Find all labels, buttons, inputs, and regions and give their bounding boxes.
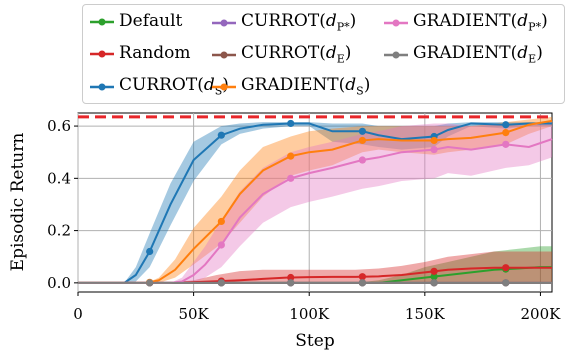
legend-swatch-gradient-p bbox=[384, 19, 408, 27]
band-gradient-d-p bbox=[78, 120, 552, 283]
legend-label-currot-p: CURROT(dP*) bbox=[241, 11, 357, 34]
marker-gradient-d-p bbox=[217, 241, 225, 249]
axis-ticks: 0 50K 100K 150K 200K 0.0 0.2 0.4 0.6 bbox=[47, 117, 561, 323]
marker-gradient-d-e bbox=[502, 279, 510, 287]
legend-label-gradient-s: GRADIENT(dS) bbox=[241, 75, 371, 98]
x-tick-label: 150K bbox=[405, 305, 446, 323]
marker-gradient-d-s bbox=[217, 217, 225, 226]
legend-item-gradient-s: GRADIENT(dS) bbox=[211, 75, 371, 98]
legend-item-currot-e: CURROT(dE) bbox=[211, 43, 352, 66]
legend-label-gradient-e: GRADIENT(dE) bbox=[413, 43, 543, 66]
band-gradient-d-s bbox=[78, 116, 552, 283]
legend-item-currot-s: CURROT(dS) bbox=[89, 76, 229, 96]
marker-currot-d-s bbox=[502, 121, 510, 129]
marker-gradient-d-s bbox=[358, 136, 366, 145]
legend-swatch-currot-e bbox=[212, 51, 236, 59]
marker-currot-d-s bbox=[287, 119, 295, 128]
legend-label-random: Random bbox=[119, 43, 191, 63]
series-lines bbox=[78, 119, 553, 284]
legend-swatch-currot-p bbox=[212, 19, 236, 27]
legend-swatch-gradient-s bbox=[212, 83, 236, 91]
legend-item-gradient-p: GRADIENT(dP*) bbox=[383, 11, 548, 34]
marker-currot-d-s bbox=[217, 131, 225, 139]
legend-item-currot-p: CURROT(dP*) bbox=[211, 11, 357, 34]
x-tick-label: 50K bbox=[178, 305, 209, 323]
marker-currot-d-s bbox=[146, 247, 154, 256]
marker-gradient-d-e bbox=[146, 279, 154, 287]
y-tick-label: 0.4 bbox=[47, 169, 71, 187]
y-axis-label: Episodic Return bbox=[8, 133, 28, 272]
y-tick-label: 0.6 bbox=[47, 117, 71, 135]
marker-gradient-d-e bbox=[287, 279, 295, 287]
legend-item-random: Random bbox=[89, 45, 191, 62]
marker-gradient-d-s bbox=[430, 136, 438, 145]
legend-item-gradient-e: GRADIENT(dE) bbox=[383, 43, 543, 66]
marker-gradient-d-s bbox=[287, 152, 295, 160]
confidence-bands bbox=[78, 116, 552, 283]
legend-item-default: Default bbox=[89, 13, 182, 30]
x-tick-label: 0 bbox=[73, 305, 83, 323]
legend-label-default: Default bbox=[119, 11, 183, 31]
marker-gradient-d-s bbox=[502, 128, 510, 137]
marker-random bbox=[430, 267, 438, 275]
legend-swatch-currot-s bbox=[90, 83, 114, 91]
marker-gradient-d-p bbox=[287, 174, 295, 182]
band-currot-d-s bbox=[78, 122, 552, 283]
legend-swatch-random bbox=[90, 50, 114, 57]
marker-gradient-d-p bbox=[430, 145, 438, 154]
line-gradient-d-p bbox=[78, 138, 553, 284]
legend-swatch-default bbox=[90, 18, 114, 25]
line-currot-d-s bbox=[78, 122, 552, 284]
marker-random bbox=[502, 264, 510, 272]
marker-default bbox=[430, 272, 438, 281]
x-axis-label: Step bbox=[295, 331, 335, 351]
marker-currot-d-s bbox=[358, 127, 366, 135]
line-gradient-d-s bbox=[78, 119, 553, 284]
legend: Default Random CURROT(dS) CURROT(dP*) CU… bbox=[82, 4, 565, 104]
legend-swatch-gradient-e bbox=[384, 51, 408, 59]
marker-random bbox=[287, 273, 295, 282]
marker-random bbox=[358, 273, 366, 281]
y-tick-label: 0.0 bbox=[47, 274, 71, 292]
marker-gradient-d-e bbox=[217, 279, 225, 287]
marker-gradient-d-p bbox=[502, 140, 510, 148]
marker-gradient-d-e bbox=[358, 279, 366, 287]
marker-gradient-d-p bbox=[358, 156, 366, 164]
legend-label-gradient-p: GRADIENT(dP*) bbox=[413, 11, 548, 34]
legend-label-currot-e: CURROT(dE) bbox=[241, 43, 352, 66]
marker-gradient-d-e bbox=[430, 279, 438, 287]
x-tick-label: 200K bbox=[521, 305, 562, 323]
x-tick-label: 100K bbox=[289, 305, 330, 323]
series-markers bbox=[146, 119, 510, 287]
y-tick-label: 0.2 bbox=[47, 222, 71, 240]
